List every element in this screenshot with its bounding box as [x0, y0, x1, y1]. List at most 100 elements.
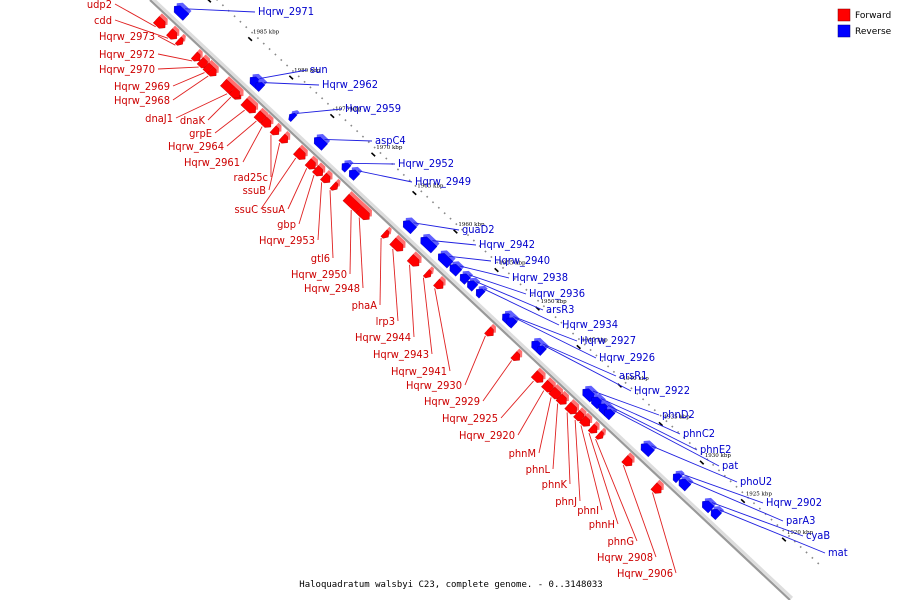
gene-label-hqrw_2964[interactable]: Hqrw_2964 [168, 140, 224, 153]
gene-label-arsr3[interactable]: arsR3 [546, 303, 574, 316]
gene-ssua[interactable] [304, 155, 318, 170]
gene-label-hqrw_2925[interactable]: Hqrw_2925 [442, 412, 498, 425]
gene-phaa[interactable] [380, 226, 392, 239]
gene-label-ssuc[interactable]: ssuC [235, 203, 259, 216]
gene-label-phng[interactable]: phnG [607, 535, 634, 548]
gene-label-hqrw_2950[interactable]: Hqrw_2950 [291, 268, 347, 281]
gene-label-gtl6[interactable]: gtl6 [311, 252, 330, 265]
gene-label-arsr1[interactable]: arsR1 [619, 369, 647, 382]
gene-hqrw_2953[interactable] [319, 169, 333, 184]
gene-phnl[interactable] [555, 390, 569, 405]
gene-label-hqrw_2936[interactable]: Hqrw_2936 [529, 287, 585, 300]
gene-arsr3[interactable] [467, 277, 481, 292]
gene-hqrw_2973[interactable] [174, 33, 186, 46]
gene-label-mat[interactable]: mat [828, 546, 848, 559]
gene-label-hqrw_2962[interactable]: Hqrw_2962 [322, 78, 378, 91]
gene-label-sun[interactable]: sun [310, 63, 328, 76]
gene-hqrw_2970[interactable] [196, 54, 211, 69]
gene-hqrw_2936[interactable] [459, 270, 474, 285]
gene-label-phnd2[interactable]: phnD2 [662, 408, 695, 421]
gene-phou2[interactable] [640, 440, 657, 458]
gene-dnak[interactable] [228, 84, 243, 99]
gene-phni[interactable] [578, 412, 593, 427]
gene-hqrw_2925[interactable] [530, 367, 546, 383]
gene-hqrw_2944[interactable] [406, 251, 422, 267]
gene-label-rad25c[interactable]: rad25c [234, 171, 268, 184]
gene-label-hqrw_2969[interactable]: Hqrw_2969 [114, 80, 170, 93]
gene-label-hqrw_2934[interactable]: Hqrw_2934 [562, 318, 618, 331]
gene-label-hqrw_2927[interactable]: Hqrw_2927 [580, 334, 636, 347]
gene-label-hqrw_2942[interactable]: Hqrw_2942 [479, 238, 535, 251]
gene-hqrw_2938[interactable] [449, 261, 465, 277]
gene-label-cyab[interactable]: cyaB [806, 529, 830, 542]
gene-label-phnh[interactable]: phnH [589, 518, 615, 531]
gene-label-hqrw_2961[interactable]: Hqrw_2961 [184, 156, 240, 169]
gene-label-dnaj1[interactable]: dnaJ1 [145, 112, 173, 125]
gene-label-hqrw_2944[interactable]: Hqrw_2944 [355, 331, 411, 344]
gene-label-dnak[interactable]: dnaK [180, 114, 206, 127]
gene-hqrw_2908[interactable] [621, 452, 635, 467]
gene-ssub[interactable] [278, 130, 291, 144]
gene-label-hqrw_2926[interactable]: Hqrw_2926 [599, 351, 655, 364]
gene-label-hqrw_2959[interactable]: Hqrw_2959 [345, 102, 401, 115]
gene-label-hqrw_2908[interactable]: Hqrw_2908 [597, 551, 653, 564]
gene-label-phnl[interactable]: phnL [526, 463, 551, 476]
gene-label-phou2[interactable]: phoU2 [740, 475, 772, 488]
gene-hqrw_2959[interactable] [288, 110, 300, 123]
gene-udp2[interactable] [152, 13, 168, 29]
gene-hqrw_2961[interactable] [260, 113, 274, 128]
gene-phng[interactable] [595, 427, 607, 440]
gene-label-grpe[interactable]: grpE [189, 127, 212, 140]
gene-label-hqrw_2941[interactable]: Hqrw_2941 [391, 365, 447, 378]
gene-label-phnj[interactable]: phnJ [555, 495, 577, 508]
gene-ssuc[interactable] [293, 144, 308, 160]
gene-label-hqrw_2929[interactable]: Hqrw_2929 [424, 395, 480, 408]
gene-label-phni[interactable]: phnI [577, 504, 599, 517]
gene-label-gbp[interactable]: gbp [277, 218, 296, 231]
gene-hqrw_2971[interactable] [173, 2, 192, 21]
gene-hqrw_2968[interactable] [206, 63, 219, 77]
gene-label-hqrw_2953[interactable]: Hqrw_2953 [259, 234, 315, 247]
gene-hqrw_2929[interactable] [510, 348, 523, 361]
gene-label-hqrw_2902[interactable]: Hqrw_2902 [766, 496, 822, 509]
gene-label-hqrw_2973[interactable]: Hqrw_2973 [99, 30, 155, 43]
gene-label-hqrw_2971[interactable]: Hqrw_2971 [258, 5, 314, 18]
gene-aspc4[interactable] [313, 134, 331, 151]
gene-label-hqrw_2940[interactable]: Hqrw_2940 [494, 254, 550, 267]
gene-label-phnk[interactable]: phnK [542, 478, 568, 491]
gene-hqrw_2964[interactable] [253, 107, 269, 123]
gene-label-cdd[interactable]: cdd [94, 14, 112, 27]
gene-label-pat[interactable]: pat [722, 459, 738, 472]
gene-rad25c[interactable] [269, 122, 282, 136]
gene-guad2[interactable] [402, 217, 420, 235]
gene-hqrw_2942[interactable] [420, 233, 440, 254]
gene-cdd[interactable] [166, 25, 180, 40]
gene-label-udp2[interactable]: udp2 [87, 0, 112, 11]
gene-hqrw_2943[interactable] [422, 266, 434, 279]
gene-label-phne2[interactable]: phnE2 [700, 443, 731, 456]
gene-mat[interactable] [710, 506, 725, 521]
gene-label-ssua[interactable]: ssuA [262, 203, 286, 216]
gene-hqrw_2962[interactable] [255, 79, 268, 92]
gene-label-phnc2[interactable]: phnC2 [683, 427, 715, 440]
gene-label-aspc4[interactable]: aspC4 [375, 134, 406, 147]
gene-label-hqrw_2952[interactable]: Hqrw_2952 [398, 157, 454, 170]
gene-label-hqrw_2948[interactable]: Hqrw_2948 [304, 282, 360, 295]
gene-label-ssub[interactable]: ssuB [243, 184, 267, 197]
gene-phnk[interactable] [564, 399, 580, 415]
gene-label-hqrw_2943[interactable]: Hqrw_2943 [373, 348, 429, 361]
gene-label-hqrw_2922[interactable]: Hqrw_2922 [634, 384, 690, 397]
gene-label-hqrw_2930[interactable]: Hqrw_2930 [406, 379, 462, 392]
gene-para3[interactable] [678, 476, 694, 492]
gene-hqrw_2934[interactable] [475, 285, 488, 299]
gene-hqrw_2926[interactable] [506, 314, 519, 328]
gene-label-hqrw_2938[interactable]: Hqrw_2938 [512, 271, 568, 284]
gene-label-para3[interactable]: parA3 [786, 514, 815, 527]
gene-gbp[interactable] [311, 162, 326, 177]
gene-label-hqrw_2972[interactable]: Hqrw_2972 [99, 48, 155, 61]
gene-hqrw_2948[interactable] [355, 203, 372, 221]
gene-label-lrp3[interactable]: lrp3 [376, 315, 395, 328]
gene-label-hqrw_2968[interactable]: Hqrw_2968 [114, 94, 170, 107]
gene-hqrw_2930[interactable] [484, 323, 496, 337]
gene-label-hqrw_2949[interactable]: Hqrw_2949 [415, 175, 471, 188]
